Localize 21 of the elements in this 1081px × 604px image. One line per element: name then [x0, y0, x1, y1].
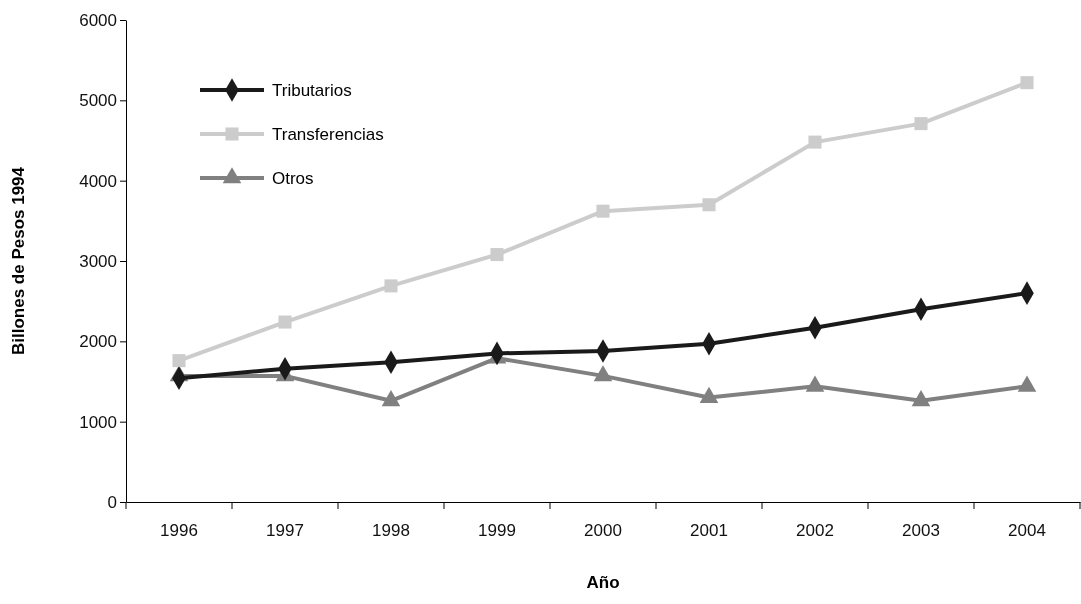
x-tick-label: 1998	[372, 521, 410, 541]
y-tick-label: 3000	[79, 251, 117, 271]
x-tick-label: 2004	[1008, 521, 1046, 541]
y-tick-label: 6000	[79, 10, 117, 30]
y-tick-label: 5000	[79, 91, 117, 111]
y-tick-label: 4000	[79, 171, 117, 191]
x-tick-label: 1997	[266, 521, 304, 541]
x-tick-label: 2002	[796, 521, 834, 541]
x-tick-label: 2003	[902, 521, 940, 541]
y-tick-label: 1000	[79, 412, 117, 432]
x-tick-label: 2001	[690, 521, 728, 541]
y-tick-label: 0	[107, 492, 117, 512]
y-tick-label: 2000	[79, 332, 117, 352]
legend-label: Transferencias	[272, 125, 384, 144]
legend-label: Tributarios	[272, 81, 352, 100]
x-tick-label: 2000	[584, 521, 622, 541]
x-tick-label: 1996	[160, 521, 198, 541]
x-tick-label: 1999	[478, 521, 516, 541]
legend-label: Otros	[272, 169, 314, 188]
y-axis-title: Billones de Pesos 1994	[9, 166, 28, 356]
x-axis-title: Año	[586, 573, 620, 592]
